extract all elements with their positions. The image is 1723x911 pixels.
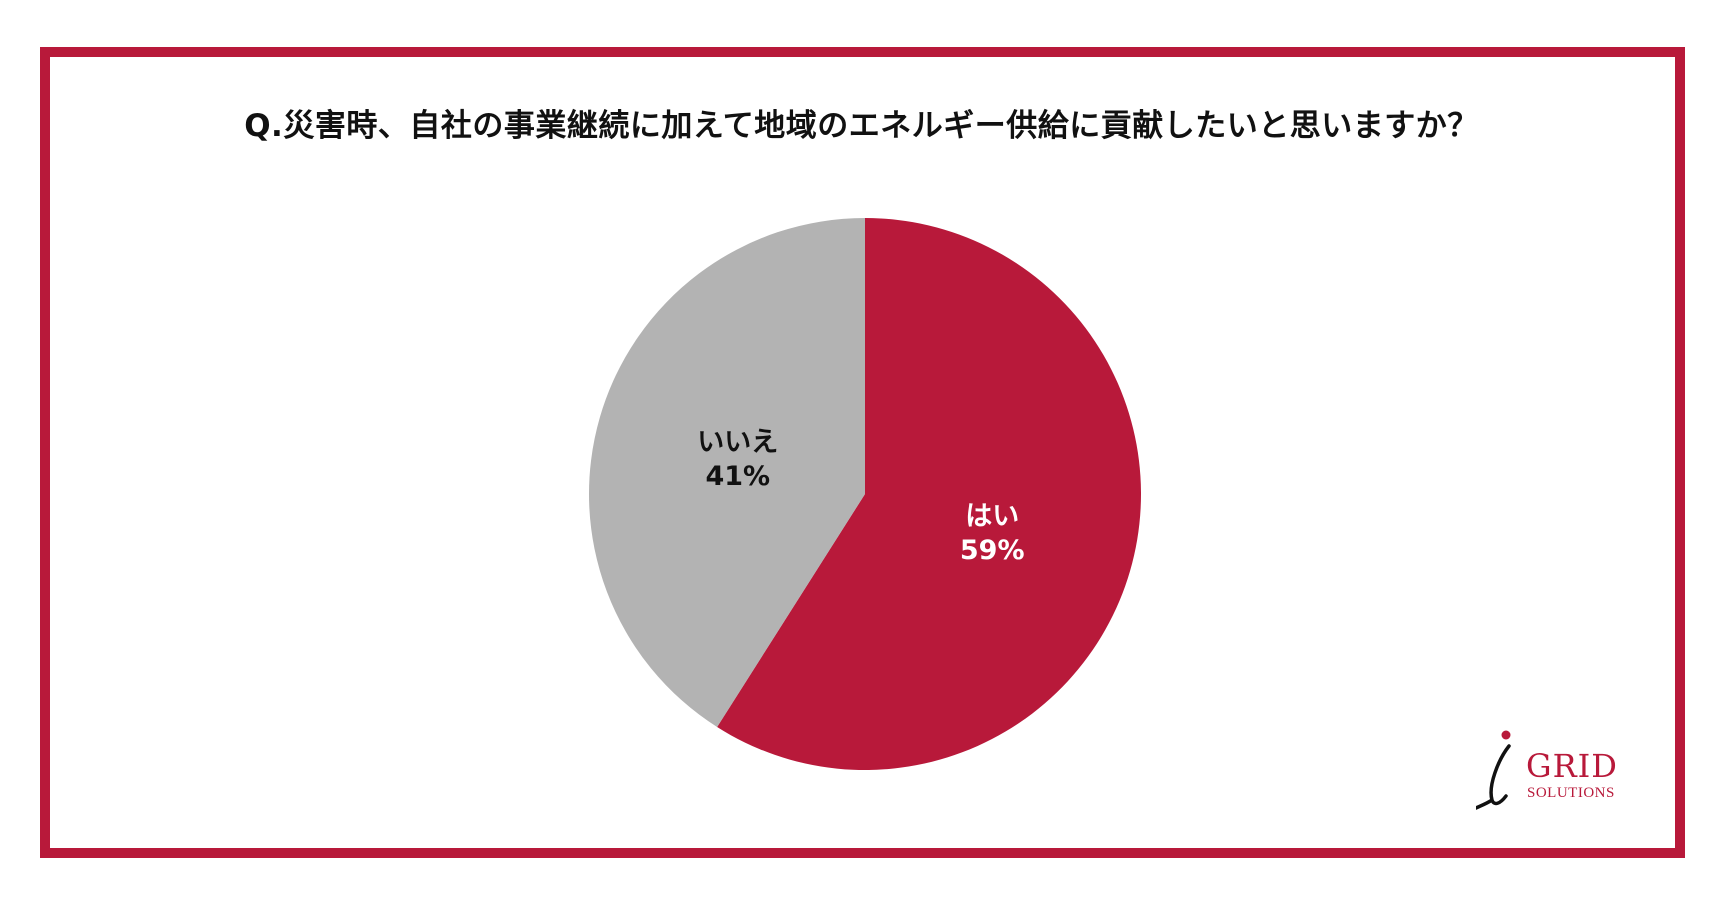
slice-label-no: いいえ — [697, 427, 778, 458]
logo-i-mark-icon — [1476, 730, 1511, 810]
slice-value-yes: 59% — [960, 535, 1025, 566]
logo-brand: GRID — [1526, 747, 1618, 785]
chart-title: Q.災害時、自社の事業継続に加えて地域のエネルギー供給に貢献したいと思いますか？ — [244, 108, 1479, 144]
slice-label-yes: はい — [965, 501, 1019, 532]
pie-slice-no — [589, 218, 865, 728]
logo-subtitle: SOLUTIONS — [1527, 785, 1615, 801]
slice-value-no: 41% — [705, 461, 770, 492]
pie-slice-yes — [717, 218, 1141, 770]
igrid-solutions-logo: GRID SOLUTIONS — [1476, 728, 1636, 816]
